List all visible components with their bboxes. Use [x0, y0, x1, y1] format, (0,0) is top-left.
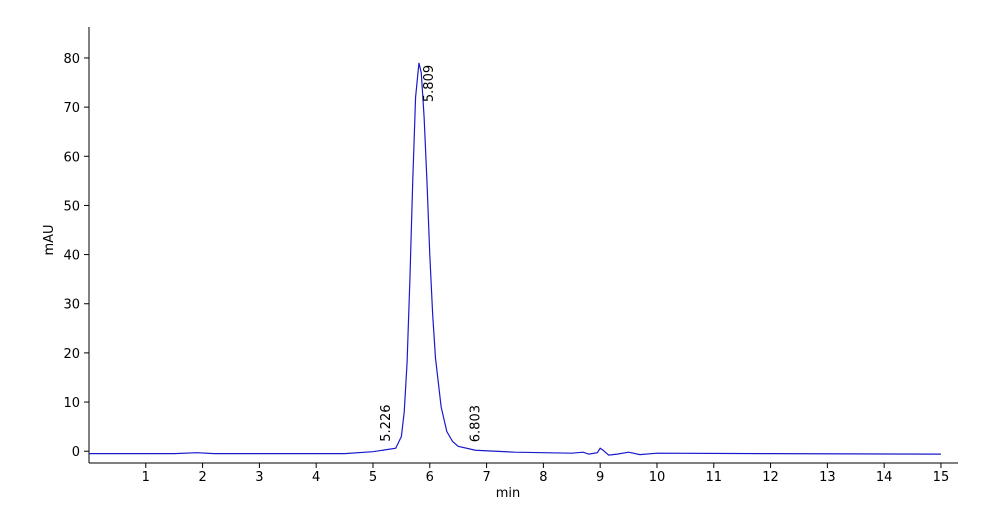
x-tick-label: 4: [312, 470, 320, 485]
y-axis-label: mAU: [42, 224, 57, 255]
x-tick-label: 6: [426, 470, 434, 485]
y-tick-label: 20: [63, 347, 80, 362]
y-tick-label: 40: [63, 249, 80, 264]
x-tick-label: 1: [142, 470, 150, 485]
x-tick-label: 5: [369, 470, 377, 485]
y-tick-label: 10: [63, 396, 80, 411]
y-tick-label: 30: [63, 298, 80, 313]
peak-label: 5.809: [422, 65, 437, 102]
x-tick-label: 10: [649, 470, 666, 485]
signal-line: [89, 62, 941, 456]
x-tick-label: 13: [819, 470, 836, 485]
x-tick-label: 14: [876, 470, 893, 485]
y-tick-label: 80: [63, 52, 80, 67]
y-tick-label: 60: [63, 150, 80, 165]
x-tick-label: 11: [705, 470, 722, 485]
x-tick-label: 8: [539, 470, 547, 485]
x-axis-label: min: [496, 486, 521, 501]
peak-label: 6.803: [468, 405, 483, 442]
x-tick-label: 9: [596, 470, 604, 485]
x-tick-label: 7: [482, 470, 490, 485]
x-tick-label: 2: [198, 470, 206, 485]
y-tick-label: 70: [63, 101, 80, 116]
peak-label: 5.226: [379, 405, 394, 442]
y-tick-label: 0: [72, 445, 80, 460]
x-tick-label: 3: [255, 470, 263, 485]
x-tick-label: 12: [762, 470, 779, 485]
y-tick-label: 50: [63, 199, 80, 214]
x-tick-label: 15: [933, 470, 950, 485]
